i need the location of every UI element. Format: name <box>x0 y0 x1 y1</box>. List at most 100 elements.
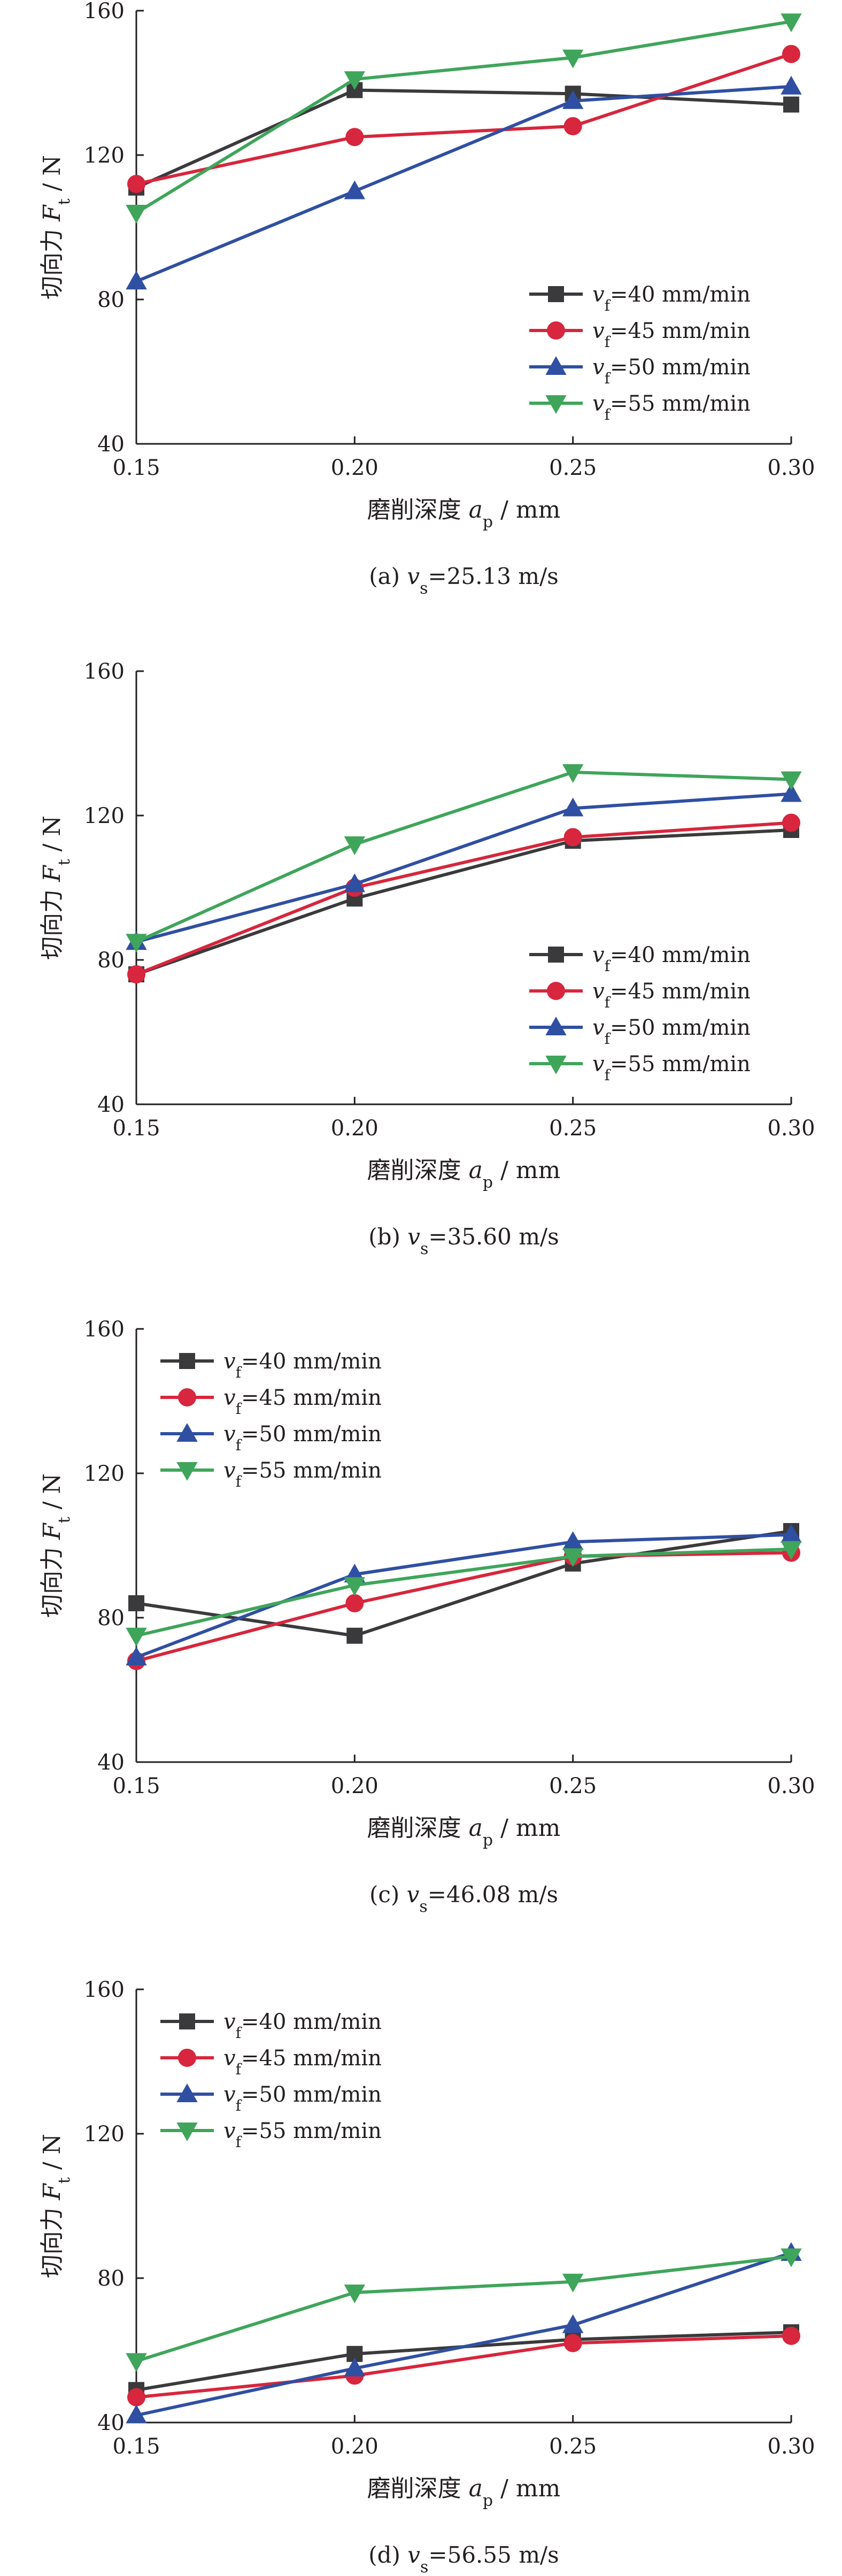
legend-item: vf=55 mm/min <box>529 391 751 424</box>
chart-b: 40 80 120 160 0.15 0.20 0.25 0.30 切向力 Ft / N 磨削深度… <box>38 659 815 1258</box>
x-tick-label: 0.20 <box>331 1116 378 1141</box>
data-point <box>782 2327 800 2345</box>
legend-item: vf=50 mm/min <box>160 2082 382 2114</box>
y-tick-label: 80 <box>97 2266 125 2291</box>
series-line <box>135 88 792 189</box>
x-tick-label: 0.25 <box>549 2434 597 2459</box>
legend-marker <box>179 2013 195 2029</box>
data-point <box>781 13 802 33</box>
legend-item: vf=45 mm/min <box>160 1386 382 1418</box>
y-tick-label: 160 <box>84 659 125 684</box>
x-tick-label: 0.15 <box>112 456 160 480</box>
legend-label: vf=50 mm/min <box>592 355 751 387</box>
legend-item: vf=55 mm/min <box>160 1458 382 1490</box>
y-tick-label: 40 <box>97 432 125 457</box>
legend-label: vf=55 mm/min <box>592 1052 751 1084</box>
data-point <box>126 271 147 290</box>
data-point <box>127 175 145 193</box>
series-50 <box>126 75 802 290</box>
x-tick-label: 0.15 <box>112 1116 160 1141</box>
x-axis-label: 磨削深度 ap / mm <box>367 1157 561 1192</box>
legend-marker <box>547 321 565 340</box>
legend-label: vf=40 mm/min <box>223 1349 382 1381</box>
y-tick-label: 80 <box>97 288 125 312</box>
data-point <box>127 2388 145 2406</box>
series-40 <box>128 82 799 196</box>
x-tick-label: 0.30 <box>767 456 815 480</box>
series-line <box>136 52 792 186</box>
series-line <box>136 1551 792 1663</box>
panel-caption: (b) vs=35.60 m/s <box>368 1224 559 1258</box>
data-point <box>562 2273 584 2293</box>
data-point <box>562 764 584 783</box>
legend: vf=40 mm/min vf=45 mm/min vf=50 mm/min vf=5… <box>160 2010 382 2151</box>
y-tick-label: 80 <box>97 1606 125 1631</box>
legend-item: vf=55 mm/min <box>529 1052 751 1084</box>
legend-label: vf=45 mm/min <box>223 2046 382 2078</box>
legend-label: vf=40 mm/min <box>592 943 751 975</box>
y-axis-label: 切向力 Ft / N <box>38 1473 74 1618</box>
legend-marker <box>547 982 565 1000</box>
data-point <box>563 828 582 847</box>
legend-label: vf=50 mm/min <box>223 2082 382 2114</box>
legend-marker <box>179 1353 195 1369</box>
y-tick-label: 120 <box>84 143 125 168</box>
chart-d: 40 80 120 160 0.15 0.20 0.25 0.30 切向力 Ft / N 磨削深度… <box>38 1978 815 2576</box>
data-point <box>126 934 147 953</box>
x-tick-label: 0.25 <box>549 1774 597 1798</box>
series-55 <box>126 13 802 224</box>
y-tick-label: 40 <box>97 1750 125 1775</box>
data-point <box>126 1647 147 1666</box>
legend-marker <box>545 356 567 375</box>
y-tick-label: 160 <box>84 1317 125 1342</box>
series-line <box>136 1547 792 1637</box>
legend-item: vf=50 mm/min <box>529 355 751 387</box>
legend-marker <box>178 1388 196 1406</box>
data-point <box>126 2404 147 2424</box>
x-tick-label: 0.20 <box>331 456 378 480</box>
series-line <box>135 821 792 976</box>
y-axis-label: 切向力 Ft / N <box>38 2134 74 2278</box>
legend: vf=40 mm/min vf=45 mm/min vf=50 mm/min vf=5… <box>529 282 751 424</box>
data-point <box>344 180 366 199</box>
legend-label: vf=45 mm/min <box>592 319 751 351</box>
legend: vf=40 mm/min vf=45 mm/min vf=50 mm/min vf=5… <box>160 1349 382 1490</box>
legend-marker <box>176 1422 198 1442</box>
y-tick-label: 40 <box>97 2411 125 2435</box>
data-point <box>344 1577 366 1596</box>
legend-label: vf=40 mm/min <box>223 2010 382 2042</box>
legend-item: vf=45 mm/min <box>160 2046 382 2078</box>
series-line <box>135 84 792 283</box>
panel-caption: (c) vs=46.08 m/s <box>369 1881 558 1916</box>
data-point <box>782 45 800 63</box>
chart-c: 40 80 120 160 0.15 0.20 0.25 0.30 切向力 Ft / N 磨削深度… <box>38 1317 815 1916</box>
x-tick-label: 0.15 <box>112 1774 160 1798</box>
legend-marker <box>545 1016 567 1035</box>
legend-marker <box>545 395 567 414</box>
legend: vf=40 mm/min vf=45 mm/min vf=50 mm/min vf=5… <box>529 943 751 1084</box>
legend-label: vf=45 mm/min <box>592 979 751 1011</box>
y-tick-label: 40 <box>97 1093 125 1117</box>
legend-marker <box>178 2049 196 2067</box>
data-point <box>346 1627 363 1644</box>
data-point <box>126 1627 147 1647</box>
data-point <box>783 96 799 113</box>
data-point <box>562 2314 584 2333</box>
data-point <box>344 2285 366 2304</box>
x-tick-label: 0.25 <box>549 1116 597 1141</box>
panel-caption: (d) vs=56.55 m/s <box>368 2542 559 2574</box>
legend-label: vf=40 mm/min <box>592 282 751 314</box>
data-point <box>127 965 145 983</box>
x-tick-label: 0.30 <box>767 1116 815 1141</box>
series-line <box>136 792 792 944</box>
legend-marker <box>176 1462 198 1481</box>
x-tick-label: 0.30 <box>767 2434 815 2459</box>
series-line <box>135 1533 792 1659</box>
series-55 <box>126 764 802 953</box>
y-tick-label: 160 <box>84 1978 125 2002</box>
legend-label: vf=55 mm/min <box>223 1458 382 1490</box>
data-point <box>344 2357 366 2377</box>
data-point <box>562 1548 584 1567</box>
